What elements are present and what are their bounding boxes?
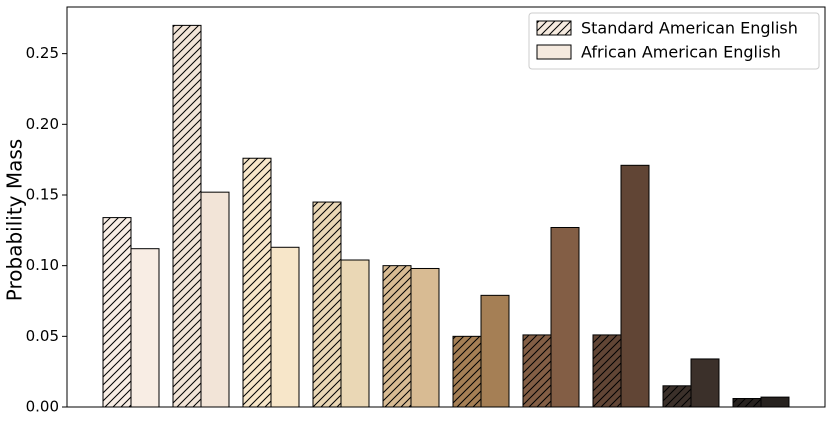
y-tick-label: 0.05 bbox=[26, 327, 59, 345]
y-tick-label: 0.15 bbox=[26, 185, 59, 203]
y-tick-label: 0.10 bbox=[26, 256, 59, 274]
bar bbox=[452, 335, 482, 408]
bar bbox=[662, 385, 692, 408]
bar bbox=[522, 334, 552, 408]
y-tick-label: 0.00 bbox=[26, 398, 59, 416]
legend-label: Standard American English bbox=[581, 19, 798, 38]
legend-swatch bbox=[536, 44, 572, 60]
y-tick-label: 0.25 bbox=[26, 44, 59, 62]
legend-swatch bbox=[536, 20, 572, 36]
bar bbox=[172, 24, 202, 408]
plot-frame bbox=[66, 6, 826, 408]
bar bbox=[242, 157, 272, 408]
bar bbox=[690, 358, 720, 408]
bar bbox=[312, 201, 342, 408]
y-axis-label: Probability Mass bbox=[3, 139, 27, 301]
bar bbox=[340, 259, 370, 408]
bar bbox=[760, 396, 790, 408]
legend: Standard American English African America… bbox=[528, 12, 820, 70]
legend-label: African American English bbox=[581, 43, 781, 62]
legend-box bbox=[528, 12, 820, 70]
bar bbox=[410, 267, 440, 408]
bar bbox=[592, 334, 622, 408]
bar bbox=[382, 265, 412, 408]
bar bbox=[130, 248, 160, 408]
bar bbox=[102, 217, 132, 408]
bar bbox=[550, 226, 580, 408]
bar bbox=[732, 398, 762, 408]
bar bbox=[620, 164, 650, 408]
y-tick-label: 0.20 bbox=[26, 115, 59, 133]
bar bbox=[270, 246, 300, 408]
bar bbox=[200, 191, 230, 408]
bar bbox=[480, 294, 510, 408]
